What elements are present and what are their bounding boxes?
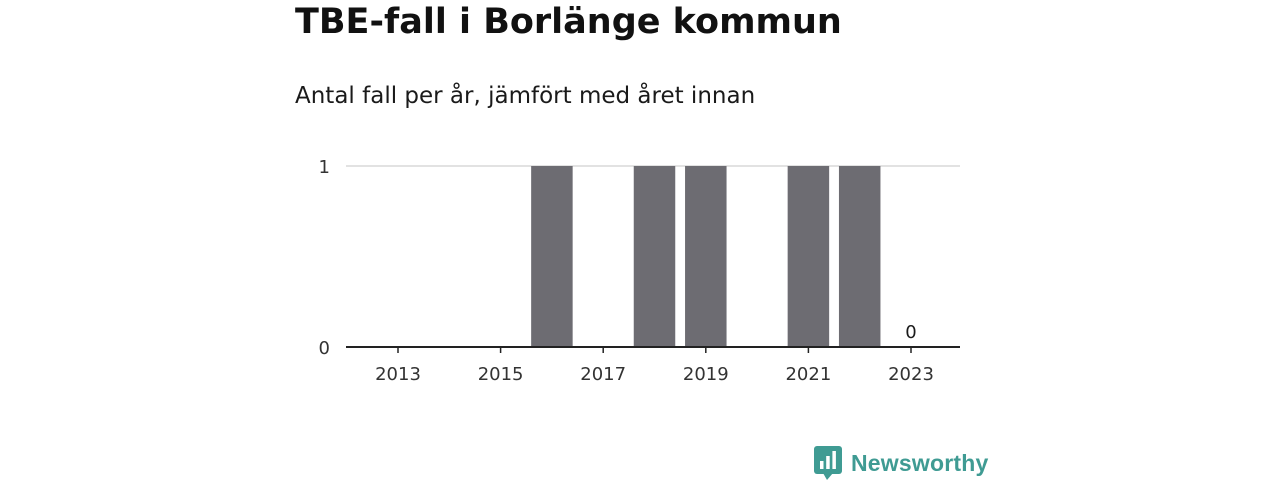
brand-name: Newsworthy — [851, 449, 989, 476]
x-axis: 2013 2015 2017 2019 2021 2023 — [375, 347, 934, 385]
bars — [531, 166, 881, 347]
x-tick-label-2013: 2013 — [375, 364, 421, 385]
bar-chart-speech-bubble-icon — [814, 446, 842, 480]
x-tick-label-2019: 2019 — [683, 364, 729, 385]
annotations: 0 — [905, 322, 916, 343]
bar-2016 — [531, 166, 573, 347]
chart-title: TBE-fall i Borlänge kommun — [295, 2, 842, 42]
bar-2018 — [633, 166, 676, 347]
brand-logo: Newsworthy — [814, 446, 988, 480]
x-tick-label-2015: 2015 — [478, 364, 524, 385]
bar-2022 — [838, 166, 881, 347]
chart-subtitle: Antal fall per år, jämfört med året inna… — [295, 83, 756, 109]
bar-2019 — [685, 166, 727, 347]
data-label-2023: 0 — [905, 322, 916, 343]
x-tick-label-2017: 2017 — [580, 364, 626, 385]
y-tick-label-0: 0 — [319, 338, 330, 359]
y-axis: 01 — [319, 157, 330, 359]
bar-2021 — [787, 166, 830, 347]
bar-chart: 2013 2015 2017 2019 2021 2023 01 0 — [319, 157, 960, 385]
y-tick-label-1: 1 — [319, 157, 330, 178]
x-tick-label-2023: 2023 — [888, 364, 934, 385]
x-tick-label-2021: 2021 — [785, 364, 831, 385]
